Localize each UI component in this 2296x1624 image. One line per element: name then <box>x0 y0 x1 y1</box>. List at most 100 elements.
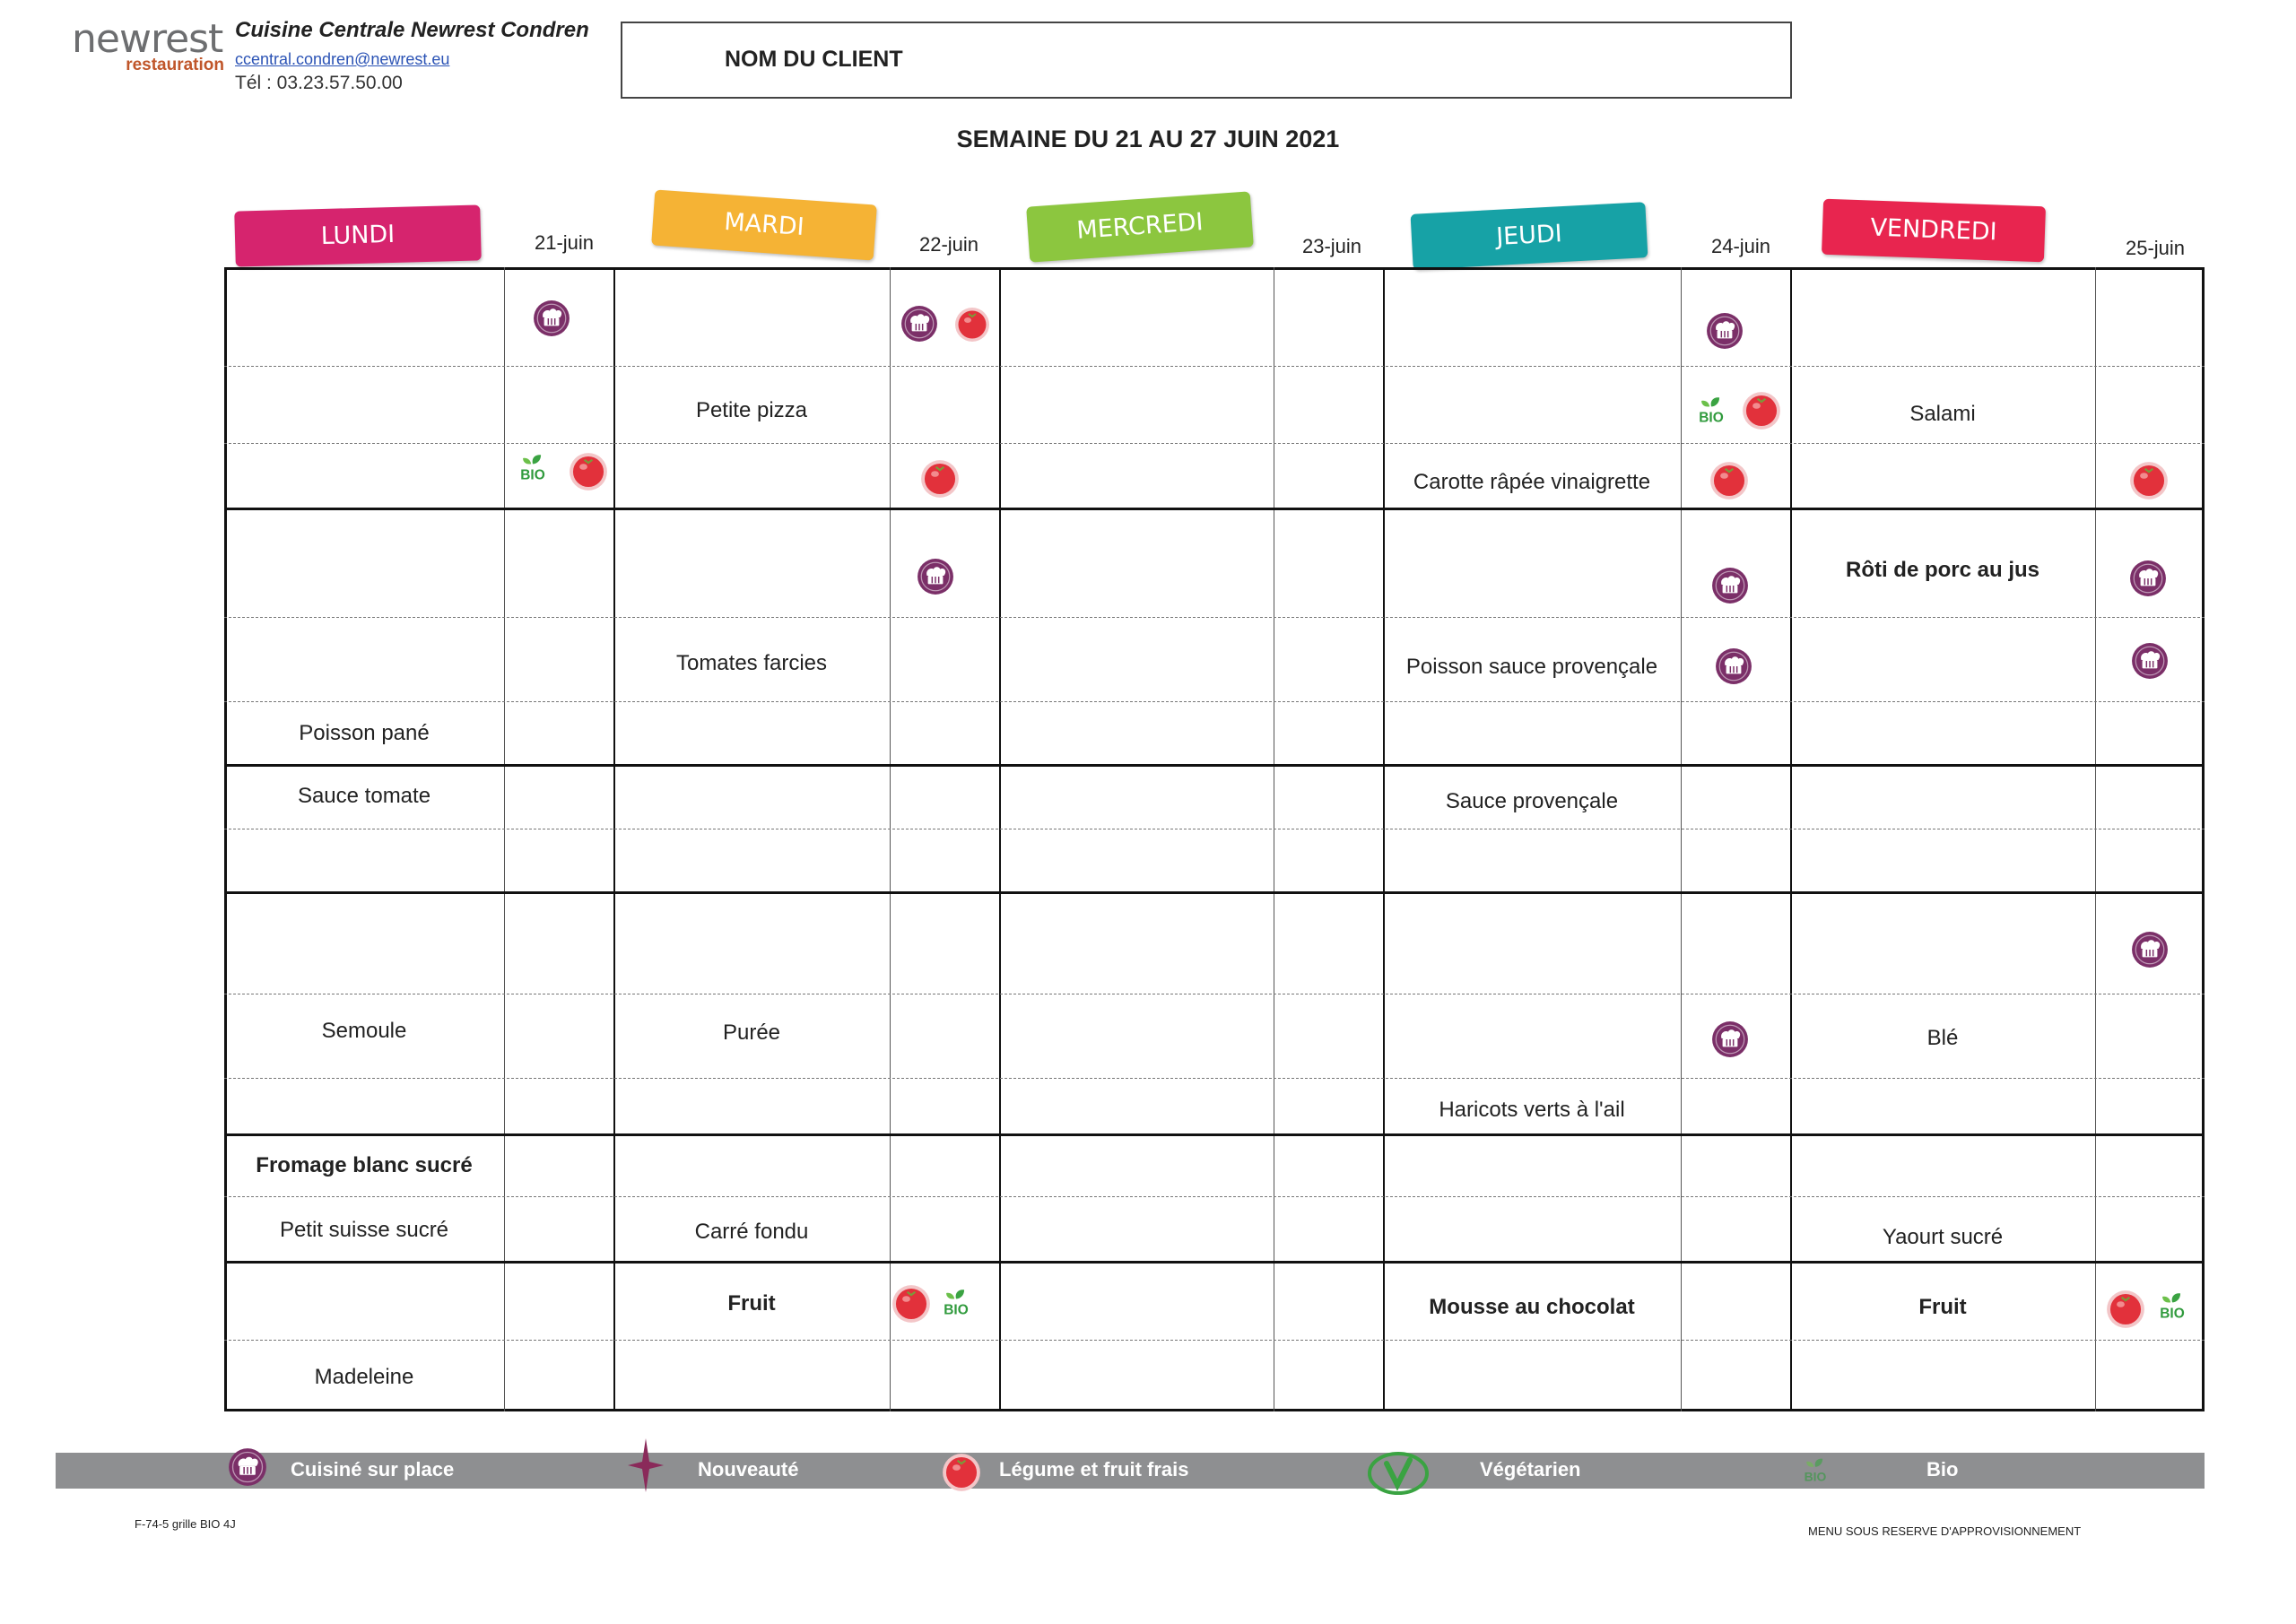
day-date: 23-juin <box>1302 235 1362 257</box>
day-date: 21-juin <box>535 231 595 254</box>
vegetarian-icon <box>1367 1451 1430 1496</box>
grid-line <box>999 267 1001 1411</box>
dish-lundi: Semoule <box>321 1019 407 1043</box>
dish-jeudi: Mousse au chocolat <box>1429 1295 1635 1319</box>
client-name-box[interactable]: NOM DU CLIENT <box>621 22 1792 99</box>
day-label: MERCREDI <box>1075 208 1205 245</box>
chef-hat-icon <box>1711 1020 1749 1058</box>
bio-leaf-icon <box>2154 1290 2190 1322</box>
day-date: 25-juin <box>2126 237 2186 259</box>
dish-lundi: Fromage blanc sucré <box>256 1153 473 1177</box>
dish-mardi: Purée <box>722 1020 781 1045</box>
tomato-icon <box>1709 461 1749 500</box>
grid-line <box>504 267 505 1411</box>
chef-hat-icon <box>2131 931 2169 968</box>
dish-jeudi: Haricots verts à l'ail <box>1439 1098 1625 1122</box>
chef-hat-icon <box>917 558 954 595</box>
newrest-logo: newrest restauration <box>72 20 224 83</box>
dish-vendredi: Fruit <box>1918 1295 1967 1319</box>
grid-line <box>890 267 891 1411</box>
bio-leaf-icon <box>938 1286 974 1318</box>
legend-label: Végétarien <box>1480 1458 1581 1481</box>
dish-jeudi: Carotte râpée vinaigrette <box>1413 470 1651 494</box>
grid-line <box>224 764 2205 767</box>
chef-hat-icon <box>228 1447 267 1487</box>
tomato-icon <box>569 452 608 491</box>
chef-hat-icon <box>1711 567 1749 604</box>
day-label: LUNDI <box>320 220 396 251</box>
day-tab-mercredi: MERCREDI <box>1026 191 1254 263</box>
chef-hat-icon <box>2129 560 2167 597</box>
grid-line <box>224 617 2205 618</box>
day-label: JEUDI <box>1495 220 1563 251</box>
company-phone: Tél : 03.23.57.50.00 <box>235 73 403 93</box>
grid-line <box>613 267 615 1411</box>
chef-hat-icon <box>1706 312 1744 350</box>
dish-vendredi: Salami <box>1909 402 1976 426</box>
legend-label: Cuisiné sur place <box>291 1458 455 1481</box>
dish-vendredi: Yaourt sucré <box>1882 1225 2004 1249</box>
document-reference: F-74-5 grille BIO 4J <box>135 1517 236 1531</box>
bio-leaf-icon <box>515 452 551 482</box>
bio-leaf-icon <box>1693 395 1729 425</box>
dish-vendredi: Rôti de porc au jus <box>1845 558 2040 582</box>
company-info: Cuisine Centrale Newrest Condren ccentra… <box>235 18 612 94</box>
day-tab-lundi: LUNDI <box>234 204 482 267</box>
grid-line <box>224 443 2205 444</box>
star-icon <box>628 1438 664 1492</box>
company-name: Cuisine Centrale Newrest Condren <box>235 18 589 42</box>
tomato-icon <box>2129 461 2169 500</box>
supply-disclaimer: MENU SOUS RESERVE D'APPROVISIONNEMENT <box>1808 1524 2082 1538</box>
day-label: MARDI <box>723 207 805 242</box>
chef-hat-icon <box>533 300 570 337</box>
day-label: VENDREDI <box>1869 213 1998 247</box>
dish-lundi: Madeleine <box>314 1365 414 1389</box>
grid-line <box>224 1078 2205 1079</box>
dish-vendredi: Blé <box>1926 1026 1959 1050</box>
dish-mardi: Petite pizza <box>695 398 808 422</box>
chef-hat-icon <box>900 305 938 343</box>
grid-frame <box>224 267 2205 1411</box>
grid-line <box>224 891 2205 894</box>
chef-hat-icon <box>2131 642 2169 680</box>
legend-label: Nouveauté <box>698 1458 799 1481</box>
grid-line <box>1790 267 1792 1411</box>
dish-lundi: Poisson pané <box>299 721 430 745</box>
grid-line <box>224 366 2205 367</box>
logo-wordmark: newrest <box>72 16 223 62</box>
grid-line <box>224 1340 2205 1341</box>
dish-jeudi: Poisson sauce provençale <box>1405 655 1658 679</box>
dish-lundi: Sauce tomate <box>297 784 431 808</box>
logo-subtitle: restauration <box>126 56 224 74</box>
company-email-link[interactable]: ccentral.condren@newrest.eu <box>235 50 450 68</box>
grid-line <box>1681 267 1682 1411</box>
client-label: NOM DU CLIENT <box>725 47 903 72</box>
grid-line <box>2095 267 2096 1411</box>
tomato-icon <box>942 1453 981 1492</box>
tomato-icon <box>2106 1290 2145 1329</box>
dish-mardi: Carré fondu <box>694 1220 809 1244</box>
bio-leaf-icon <box>1799 1456 1831 1483</box>
day-tab-mardi: MARDI <box>651 189 877 261</box>
day-date: 24-juin <box>1711 235 1771 257</box>
day-date: 22-juin <box>919 233 979 256</box>
grid-line <box>224 1196 2205 1197</box>
chef-hat-icon <box>1715 647 1752 685</box>
grid-line <box>1383 267 1385 1411</box>
tomato-icon <box>891 1284 931 1324</box>
legend-bar <box>56 1453 2205 1489</box>
dish-jeudi: Sauce provençale <box>1445 789 1619 813</box>
grid-line <box>224 1133 2205 1136</box>
grid-line <box>224 1261 2205 1264</box>
grid-line <box>224 701 2205 702</box>
tomato-icon <box>954 305 990 344</box>
dish-lundi: Petit suisse sucré <box>279 1218 449 1242</box>
legend-label: Légume et fruit frais <box>999 1458 1189 1481</box>
dish-mardi: Tomates farcies <box>675 651 828 675</box>
day-tab-jeudi: JEUDI <box>1410 202 1648 270</box>
menu-grid <box>224 267 2205 1411</box>
legend-label: Bio <box>1926 1458 1959 1481</box>
grid-line <box>224 508 2205 510</box>
day-tab-vendredi: VENDREDI <box>1821 198 2047 263</box>
week-title: SEMAINE DU 21 AU 27 JUIN 2021 <box>956 126 1340 152</box>
